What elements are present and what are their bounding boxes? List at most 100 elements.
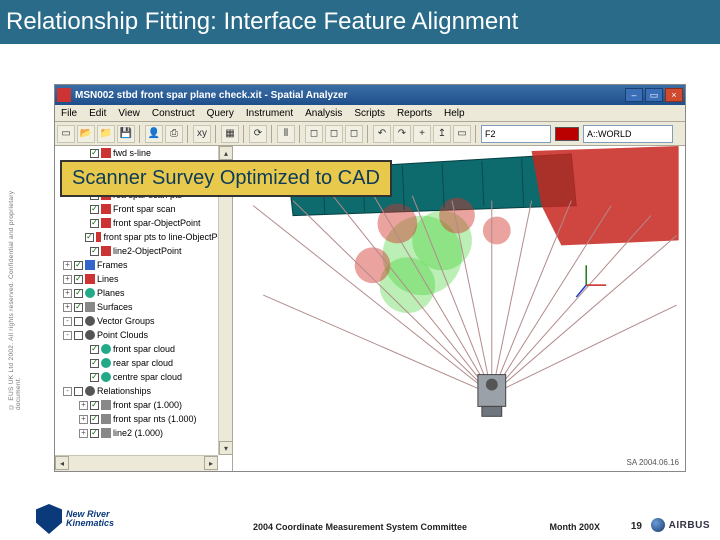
tree-row[interactable]: +front spar (1.000) [55, 398, 232, 412]
toolbar-undo-icon[interactable]: ↶ [373, 125, 391, 143]
tree-node-icon [101, 414, 111, 424]
airbus-text: AIRBUS [669, 520, 710, 531]
scroll-down-icon[interactable]: ▾ [219, 441, 233, 455]
tree-row[interactable]: front spar cloud [55, 342, 232, 356]
tree-checkbox[interactable] [74, 289, 83, 298]
axis-triad-icon [576, 265, 606, 297]
tree-checkbox[interactable] [90, 205, 99, 214]
menu-analysis[interactable]: Analysis [299, 105, 348, 121]
tree-node-label: front spar cloud [113, 344, 175, 354]
tree-scrollbar-horizontal[interactable]: ◂ ▸ [55, 455, 218, 471]
tree-checkbox[interactable] [90, 373, 99, 382]
tree-checkbox[interactable] [74, 331, 83, 340]
tree-checkbox[interactable] [85, 233, 94, 242]
toolbar-folder-icon[interactable]: 📁 [97, 125, 115, 143]
scroll-left-icon[interactable]: ◂ [55, 456, 69, 470]
toolbar-color-swatch[interactable] [555, 127, 579, 141]
close-button[interactable]: × [665, 88, 683, 102]
toolbar-topview-icon[interactable]: ◻ [305, 125, 323, 143]
toolbar-redo-icon[interactable]: ↷ [393, 125, 411, 143]
tree-row[interactable]: +Planes [55, 286, 232, 300]
menu-scripts[interactable]: Scripts [348, 105, 391, 121]
tree-checkbox[interactable] [74, 317, 83, 326]
toolbar-fkey-dropdown[interactable]: F2 [481, 125, 551, 143]
toolbar-up-icon[interactable]: ↥ [433, 125, 451, 143]
tree-checkbox[interactable] [90, 429, 99, 438]
tree-expand-icon[interactable]: + [63, 289, 72, 298]
toolbar-frontview-icon[interactable]: ◻ [325, 125, 343, 143]
tree-expand-icon[interactable]: + [79, 415, 88, 424]
tree-expand-icon[interactable]: - [63, 331, 72, 340]
tree-node-icon [101, 372, 111, 382]
tree-checkbox[interactable] [74, 303, 83, 312]
view-datestamp: SA 2004.06.16 [627, 458, 680, 467]
tree-expand-icon[interactable]: + [63, 303, 72, 312]
footer-center: 2004 Coordinate Measurement System Commi… [253, 522, 467, 532]
toolbar-plus-icon[interactable]: + [413, 125, 431, 143]
tree-expand-icon[interactable]: + [79, 429, 88, 438]
toolbar-user-icon[interactable]: 👤 [145, 125, 163, 143]
toolbar-separator [299, 125, 301, 143]
toolbar-new-icon[interactable]: ▭ [57, 125, 75, 143]
tree-checkbox[interactable] [90, 359, 99, 368]
tree-node-icon [85, 386, 95, 396]
tree-checkbox[interactable] [90, 149, 99, 158]
tree-row[interactable]: line2-ObjectPoint [55, 244, 232, 258]
tree-checkbox[interactable] [74, 387, 83, 396]
toolbar-open-icon[interactable]: 📂 [77, 125, 95, 143]
tree-row[interactable]: +front spar nts (1.000) [55, 412, 232, 426]
menu-instrument[interactable]: Instrument [240, 105, 299, 121]
tree-checkbox[interactable] [90, 345, 99, 354]
tree-row[interactable]: +Surfaces [55, 300, 232, 314]
tree-row[interactable]: Front spar scan [55, 202, 232, 216]
maximize-button[interactable]: ▭ [645, 88, 663, 102]
tree-row[interactable]: centre spar cloud [55, 370, 232, 384]
tree-row[interactable]: front spar pts to line-ObjectPoint [55, 230, 232, 244]
tree-row[interactable]: +Frames [55, 258, 232, 272]
toolbar-grid-icon[interactable]: ▦ [221, 125, 239, 143]
tree-node-label: front spar pts to line-ObjectPoint [103, 232, 232, 242]
tree-row[interactable]: fwd s-line [55, 146, 232, 160]
tree-expand-icon[interactable]: - [63, 387, 72, 396]
tree-expand-icon[interactable]: - [63, 317, 72, 326]
menu-file[interactable]: File [55, 105, 83, 121]
tree-row[interactable]: -Relationships [55, 384, 232, 398]
menu-construct[interactable]: Construct [146, 105, 201, 121]
toolbar-save-icon[interactable]: 💾 [117, 125, 135, 143]
toolbar-bars-icon[interactable]: ⫴ [277, 125, 295, 143]
tree-checkbox[interactable] [90, 219, 99, 228]
scroll-up-icon[interactable]: ▴ [219, 146, 233, 160]
tree-row[interactable]: -Point Clouds [55, 328, 232, 342]
toolbar-xyz-icon[interactable]: xy [193, 125, 211, 143]
toolbar-frame-icon[interactable]: ▭ [453, 125, 471, 143]
tree-row[interactable]: -Vector Groups [55, 314, 232, 328]
minimize-button[interactable]: – [625, 88, 643, 102]
toolbar-sideview-icon[interactable]: ◻ [345, 125, 363, 143]
menu-reports[interactable]: Reports [391, 105, 438, 121]
overlay-caption: Scanner Survey Optimized to CAD [60, 160, 392, 197]
tree-row[interactable]: +line2 (1.000) [55, 426, 232, 440]
toolbar-loop-icon[interactable]: ⟳ [249, 125, 267, 143]
menu-help[interactable]: Help [438, 105, 471, 121]
tree-checkbox[interactable] [90, 247, 99, 256]
tree-expand-icon[interactable]: + [63, 261, 72, 270]
tree-checkbox[interactable] [90, 415, 99, 424]
toolbar-frame-dropdown[interactable]: A::WORLD [583, 125, 673, 143]
overlay-caption-text: Scanner Survey Optimized to CAD [72, 167, 380, 189]
tree-checkbox[interactable] [90, 401, 99, 410]
menu-query[interactable]: Query [201, 105, 240, 121]
tree-row[interactable]: rear spar cloud [55, 356, 232, 370]
tree-row[interactable]: +Lines [55, 272, 232, 286]
tree-row[interactable]: front spar-ObjectPoint [55, 216, 232, 230]
footer: New River Kinematics 2004 Coordinate Mea… [0, 500, 720, 540]
tree-expand-icon[interactable]: + [63, 275, 72, 284]
menu-view[interactable]: View [112, 105, 146, 121]
tree-checkbox[interactable] [74, 275, 83, 284]
window-titlebar: MSN002 stbd front spar plane check.xit -… [55, 85, 685, 105]
tree-expand-icon[interactable]: + [79, 401, 88, 410]
tree-checkbox[interactable] [74, 261, 83, 270]
toolbar-print-icon[interactable]: ⎙ [165, 125, 183, 143]
scroll-right-icon[interactable]: ▸ [204, 456, 218, 470]
menu-edit[interactable]: Edit [83, 105, 112, 121]
scan-surface-red [532, 146, 679, 245]
